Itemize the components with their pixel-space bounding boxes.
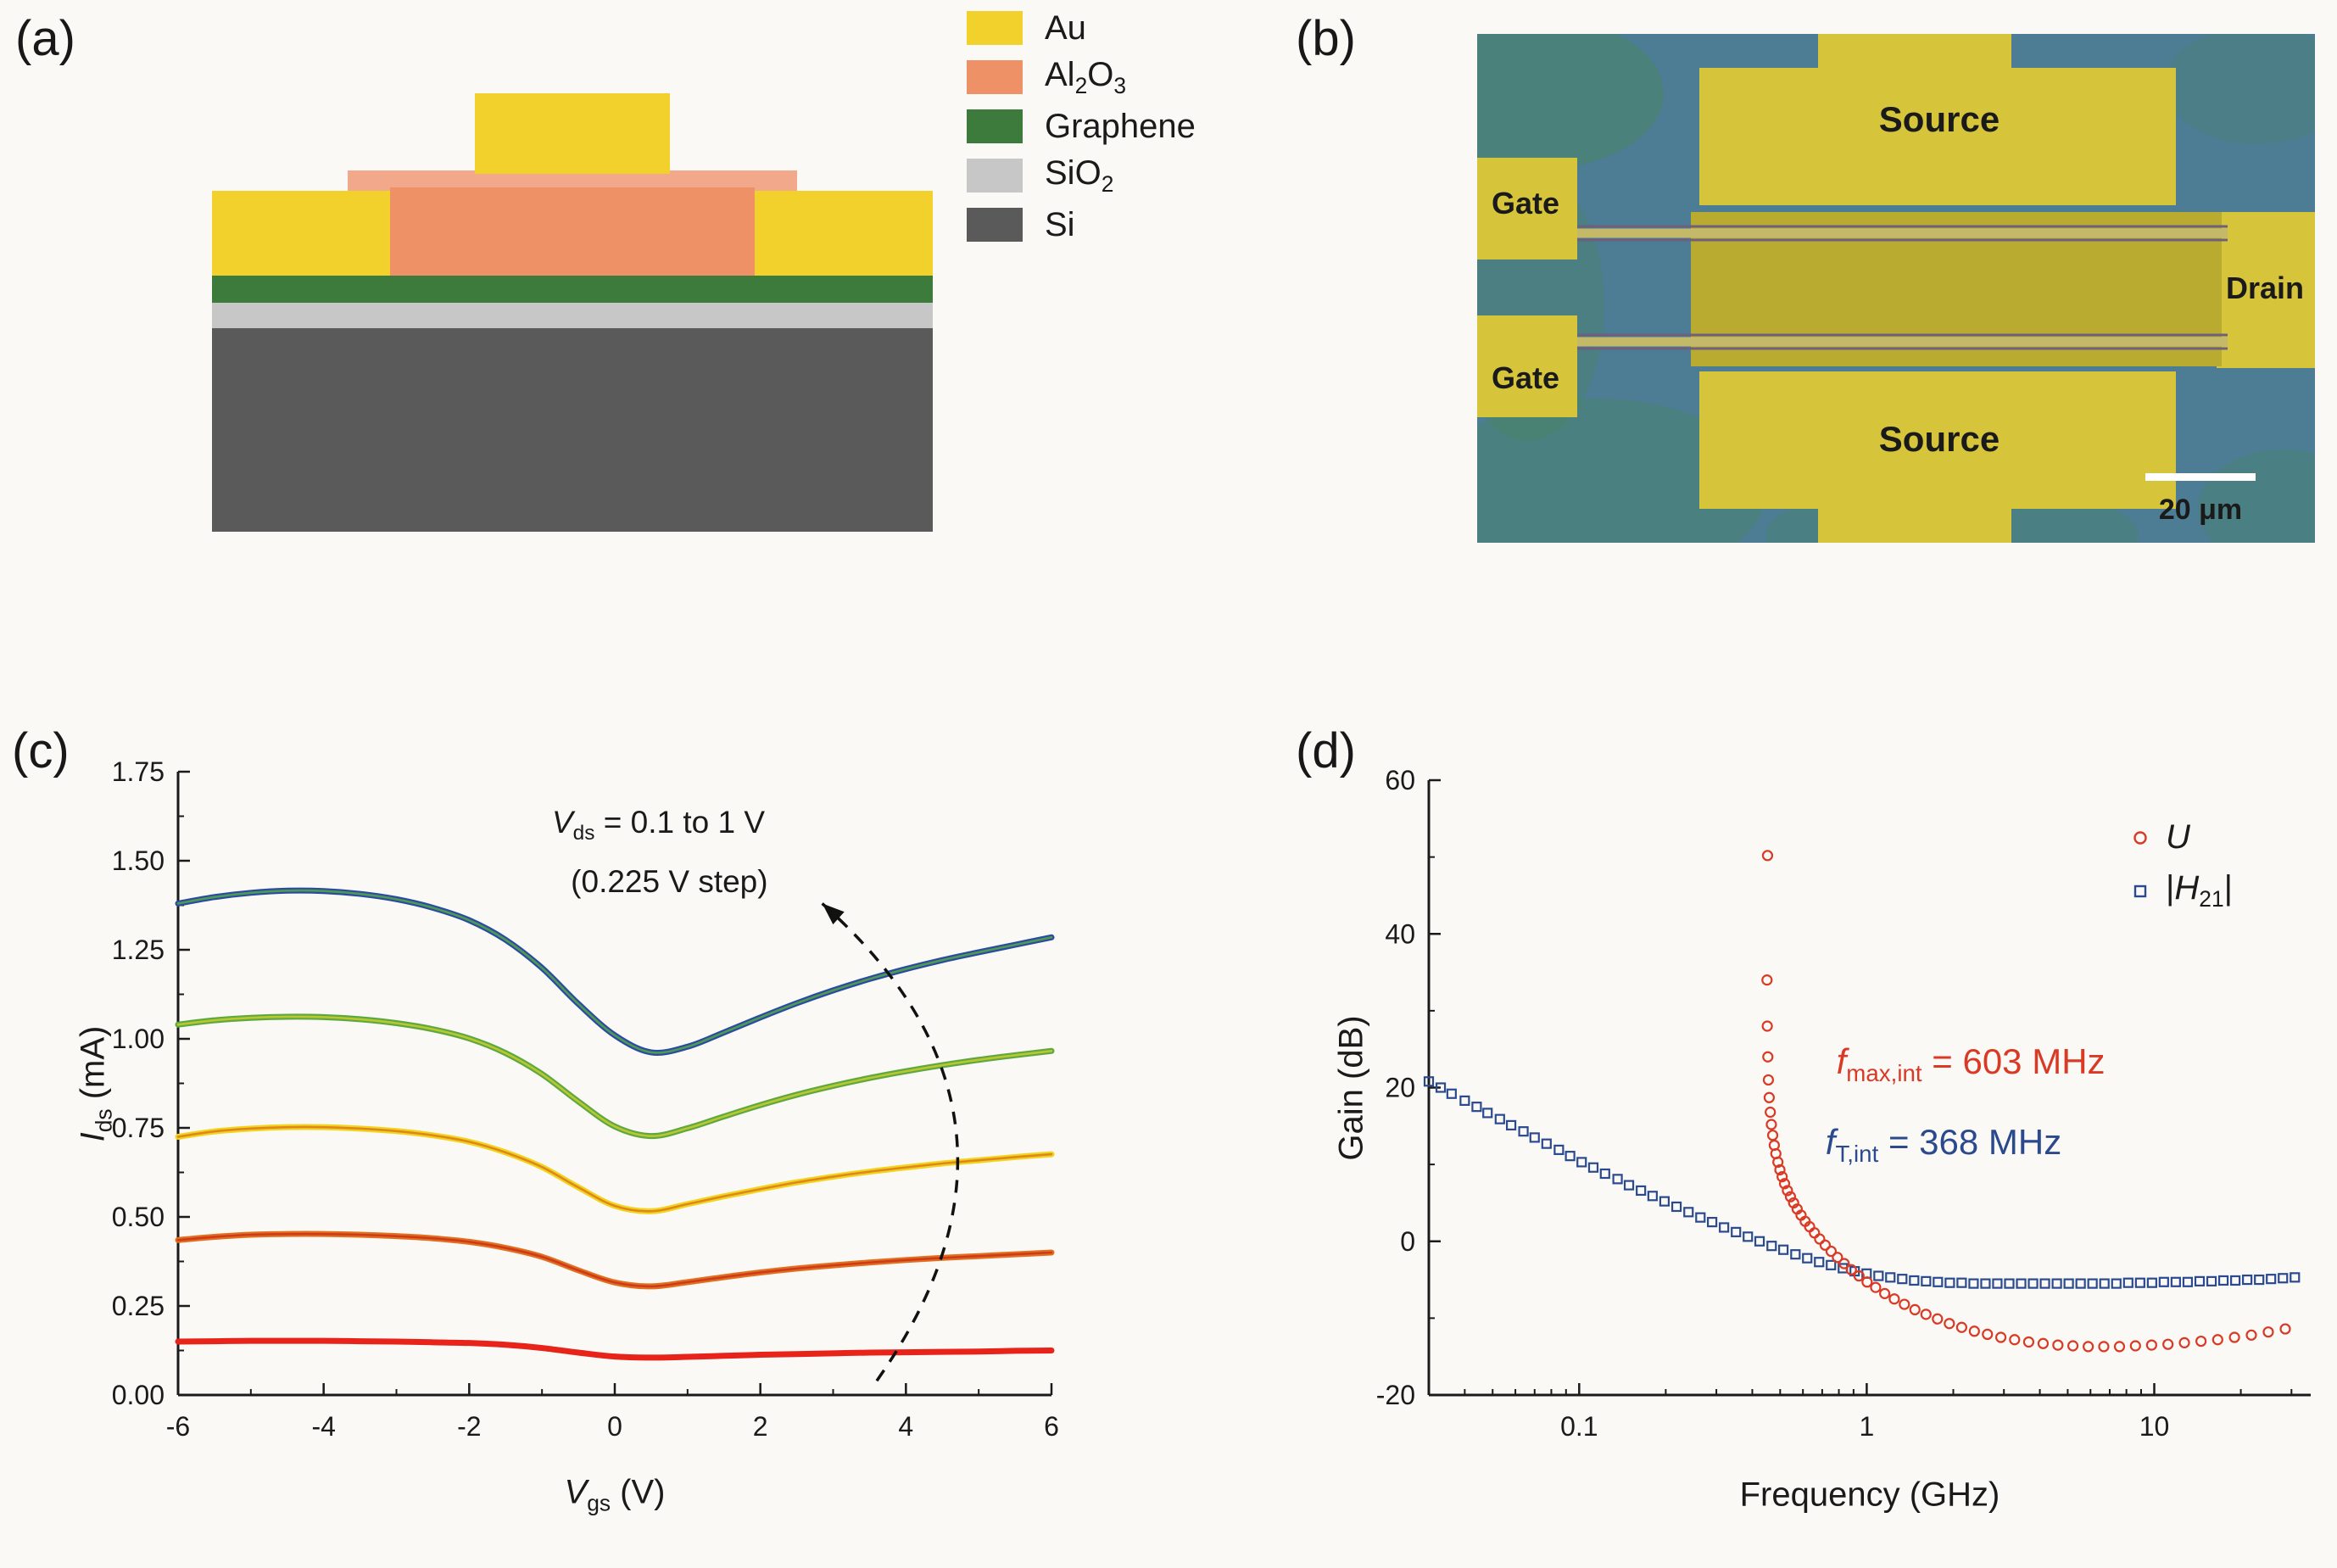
legend-item-al2o3: Al2O3	[967, 56, 1196, 98]
legend-label: Si	[1045, 205, 1075, 243]
au-swatch	[967, 11, 1023, 45]
svg-text:40: 40	[1385, 918, 1415, 949]
scale-bar	[2145, 473, 2256, 481]
gate-bottom-pad	[1477, 315, 1577, 417]
h21-square-marker-icon	[2133, 884, 2147, 897]
svg-text:0.75: 0.75	[112, 1113, 165, 1143]
gain-chart-panel: 0.1 1 10 -20 0 20 40 60 Gain (dB) Frequency (GH…	[1323, 734, 2337, 1548]
legend-label: Graphene	[1045, 107, 1196, 145]
legend-item-sio2: SiO2	[967, 154, 1196, 197]
svg-text:0.1: 0.1	[1560, 1411, 1598, 1442]
mottle-patch	[1477, 34, 1664, 170]
transfer-curve-2	[175, 1124, 1055, 1214]
graphene-swatch	[967, 109, 1023, 143]
svg-text:1.00: 1.00	[112, 1024, 165, 1054]
gain-legend-item-h21: |H21|	[2130, 869, 2233, 912]
gain-chart-svg: 0.1 1 10 -20 0 20 40 60	[1376, 765, 2311, 1442]
source-bottom-label: Source	[1879, 419, 2000, 459]
ft-annotation: fT,int = 368 MHz	[1825, 1122, 2062, 1168]
gate-top-label: Gate	[1492, 186, 1559, 220]
top-gate-au	[475, 93, 670, 174]
legend-label: Al2O3	[1045, 55, 1127, 98]
device-cross-section-schematic	[212, 93, 933, 532]
si-swatch	[967, 208, 1023, 242]
al2o3-swatch	[967, 60, 1023, 94]
transfer-chart-panel: -6 -4 -2 0 2 4 6 0.00 0.25 0.50 0.75 1.00 1.25 1.50 1.…	[75, 734, 1141, 1548]
svg-text:0: 0	[1400, 1226, 1415, 1257]
svg-text:60: 60	[1385, 765, 1415, 795]
device-optical-micrograph: Source Source Gate Gate Drain 20 μm	[1477, 34, 2315, 543]
legend-item-si: Si	[967, 205, 1196, 243]
source-top-stem	[1818, 34, 2011, 71]
svg-text:-2: -2	[457, 1411, 481, 1442]
svg-text:1.50: 1.50	[112, 845, 165, 876]
transfer-y-axis-label: Ids (mA)	[74, 1025, 117, 1141]
gain-legend-label-h21: |H21|	[2166, 869, 2234, 912]
source-contact-au	[212, 191, 394, 276]
series-h21	[1423, 1076, 2301, 1289]
gain-legend-item-u: U	[2130, 818, 2190, 857]
scale-bar-label: 20 μm	[2159, 494, 2242, 526]
svg-text:4: 4	[898, 1411, 913, 1442]
transfer-chart-svg: -6 -4 -2 0 2 4 6 0.00 0.25 0.50 0.75 1.00 1.25 1.50 1.…	[112, 756, 1059, 1442]
svg-text:2: 2	[753, 1411, 768, 1442]
graphene-layer	[212, 276, 933, 303]
u-circle-marker-icon	[2133, 830, 2147, 845]
sio2-swatch	[967, 159, 1023, 193]
panel-d-label: (d)	[1296, 723, 1356, 778]
svg-text:-20: -20	[1376, 1380, 1415, 1410]
mottle-patch	[2198, 449, 2315, 543]
fmax-annotation: fmax,int = 603 MHz	[1836, 1041, 2106, 1087]
svg-text:-6: -6	[166, 1411, 190, 1442]
svg-text:6: 6	[1044, 1411, 1059, 1442]
source-top-label: Source	[1879, 99, 2000, 139]
source-bottom-pad	[1699, 371, 2176, 509]
drain-contact-au	[750, 191, 933, 276]
source-bottom-stem	[1818, 505, 2011, 543]
sio2-layer	[212, 303, 933, 328]
legend-label: SiO2	[1045, 153, 1114, 197]
al2o3-dielectric	[390, 187, 755, 276]
svg-text:0: 0	[607, 1411, 622, 1442]
gain-legend-label-u: U	[2166, 818, 2190, 856]
svg-text:0.50: 0.50	[112, 1202, 165, 1232]
svg-text:1.75: 1.75	[112, 756, 165, 787]
svg-text:10: 10	[2139, 1411, 2170, 1442]
panel-a-label: (a)	[15, 11, 75, 66]
transfer-curve-0	[175, 1337, 1055, 1361]
drain-label: Drain	[2226, 271, 2304, 305]
mottle-patch	[1477, 399, 1765, 543]
panel-b-label: (b)	[1296, 11, 1356, 66]
svg-text:-4: -4	[311, 1411, 335, 1442]
gate-top-pad	[1477, 158, 1577, 259]
vds-step-annotation: (0.225 V step)	[571, 864, 768, 900]
gain-x-axis-label: Frequency (GHz)	[1739, 1476, 2000, 1514]
drain-pad	[2217, 212, 2315, 368]
gain-y-axis-label: Gain (dB)	[1332, 1014, 1370, 1161]
svg-text:1.25: 1.25	[112, 935, 165, 965]
svg-text:1: 1	[1860, 1411, 1875, 1442]
legend-item-au: Au	[967, 8, 1196, 47]
si-substrate-layer	[212, 328, 933, 532]
legend-item-graphene: Graphene	[967, 107, 1196, 145]
vds-range-annotation: Vds = 0.1 to 1 V	[551, 804, 766, 845]
svg-text:20: 20	[1385, 1073, 1415, 1103]
panel-c-label: (c)	[12, 723, 70, 778]
transfer-curve-4	[175, 887, 1055, 1056]
vds-trend-arrow	[821, 902, 960, 1382]
svg-text:0.00: 0.00	[112, 1380, 165, 1410]
transfer-x-axis-label: Vgs (V)	[564, 1473, 666, 1516]
series-u	[1761, 850, 2291, 1353]
source-top-pad	[1699, 68, 2176, 205]
gate-bottom-label: Gate	[1492, 360, 1559, 395]
svg-text:0.25: 0.25	[112, 1291, 165, 1321]
material-legend: Au Al2O3 Graphene SiO2 Si	[967, 8, 1196, 243]
legend-label: Au	[1045, 8, 1086, 47]
mottle-patch	[2164, 34, 2315, 144]
